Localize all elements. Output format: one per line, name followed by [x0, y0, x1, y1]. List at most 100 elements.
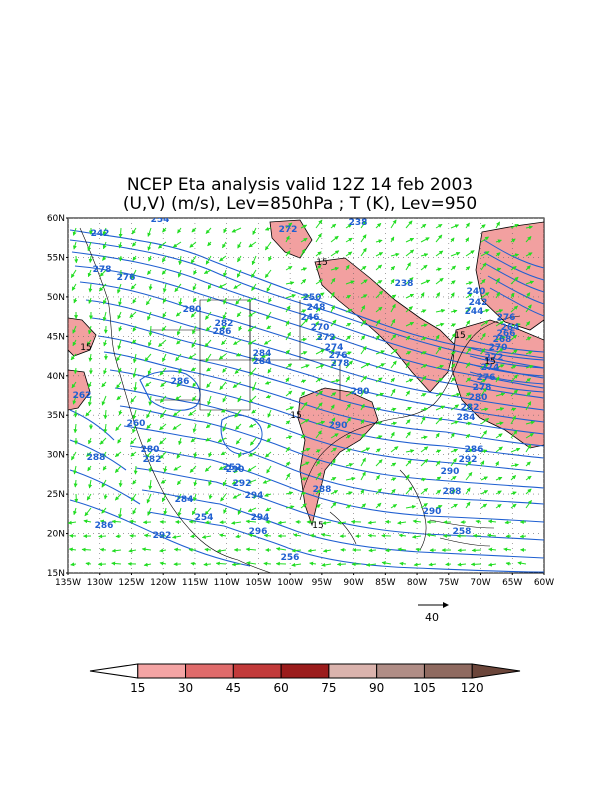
- wind-vector: [330, 502, 337, 509]
- wind-vector: [99, 519, 107, 524]
- wind-vector: [360, 294, 368, 299]
- wind-vector: [450, 292, 455, 299]
- wind-vector: [300, 364, 310, 369]
- wind-vector: [253, 493, 258, 500]
- wind-vector: [285, 406, 295, 411]
- wind-vector: [114, 493, 122, 501]
- wind-vector: [266, 325, 272, 330]
- wind-vector: [291, 548, 302, 553]
- wind-vector: [495, 291, 501, 299]
- wind-vector: [130, 395, 137, 403]
- wind-vector: [450, 448, 459, 453]
- wind-vector: [173, 465, 182, 471]
- wind-vector: [146, 409, 152, 419]
- wind-vector: [321, 562, 332, 567]
- latitude-label: 45N: [47, 332, 65, 342]
- wind-vector: [176, 325, 182, 336]
- wind-vector: [505, 561, 512, 566]
- wind-vector: [205, 325, 212, 332]
- wind-vector: [345, 376, 351, 383]
- wind-vector: [172, 241, 182, 248]
- wind-vector: [330, 404, 335, 411]
- wind-vector: [360, 279, 368, 285]
- wind-vector: [300, 248, 306, 257]
- wind-vector: [525, 292, 531, 299]
- shade-west-coast-south: [68, 369, 91, 411]
- wind-vector: [525, 443, 532, 453]
- longitude-label: 130W: [87, 578, 113, 588]
- wind-vector: [218, 353, 227, 360]
- wind-vector: [163, 465, 168, 473]
- wind-vector: [450, 489, 456, 495]
- wind-vector: [268, 255, 272, 262]
- wind-vector: [300, 503, 307, 509]
- wind-vector: [248, 451, 257, 457]
- wind-vector: [510, 292, 515, 299]
- wind-vector: [103, 409, 108, 420]
- wind-vector: [420, 393, 427, 397]
- wind-vector: [315, 321, 319, 327]
- wind-vector: [300, 418, 310, 425]
- wind-vector: [510, 389, 519, 397]
- wind-vector: [450, 363, 456, 369]
- wind-vector: [315, 364, 325, 369]
- wind-vector: [81, 547, 92, 552]
- wind-vector: [103, 423, 108, 434]
- wind-vector: [86, 339, 92, 346]
- wind-vector: [188, 409, 197, 416]
- wind-vector: [435, 449, 442, 454]
- wind-vector: [146, 437, 152, 443]
- temperature-contour-label: 248: [307, 303, 326, 313]
- wind-vector: [465, 471, 473, 481]
- wind-vector: [300, 267, 308, 272]
- wind-vector: [345, 308, 353, 313]
- wind-vector: [390, 407, 397, 412]
- wind-vector: [231, 227, 242, 233]
- wind-vector: [465, 392, 471, 397]
- longitude-label: 85W: [375, 578, 395, 588]
- wind-vector: [191, 507, 197, 516]
- wind-vector: [405, 449, 415, 454]
- wind-vector: [265, 394, 272, 399]
- wind-vector: [98, 283, 107, 292]
- wind-vector: [285, 390, 293, 397]
- wind-vector: [495, 433, 503, 439]
- wind-vector: [405, 220, 413, 229]
- wind-vector: [465, 334, 472, 341]
- wind-vector: [238, 325, 243, 332]
- temperature-contour-label: 260: [127, 419, 146, 429]
- wind-vector: [420, 237, 430, 243]
- wind-vector: [131, 241, 137, 247]
- wind-vector: [265, 451, 272, 458]
- wind-vector: [143, 533, 152, 538]
- wind-vector: [128, 548, 137, 553]
- wind-vector: [330, 360, 337, 369]
- wind-vector: [375, 363, 386, 369]
- wind-vector: [207, 409, 212, 418]
- wind-vector: [375, 264, 383, 271]
- temperature-contour-label: 290: [226, 465, 245, 475]
- temperature-contour-label: 292: [459, 455, 478, 465]
- wind-vector: [248, 533, 257, 538]
- wind-vector: [73, 409, 78, 418]
- wind-vector: [285, 235, 290, 243]
- wind-vector: [375, 459, 383, 467]
- wind-vector: [159, 548, 167, 553]
- wind-vector: [300, 447, 311, 453]
- colorbar-segment: [232, 663, 282, 679]
- wind-vector: [222, 241, 227, 249]
- longitude-label: 100W: [277, 578, 303, 588]
- wind-vector: [231, 562, 242, 567]
- wind-vector: [163, 507, 168, 516]
- wind-vector: [111, 519, 122, 524]
- longitude-label: 90W: [343, 578, 363, 588]
- wind-vector: [285, 377, 290, 383]
- wind-vector: [360, 457, 366, 467]
- temperature-contour-label: 294: [251, 513, 270, 523]
- wind-vector: [72, 241, 77, 250]
- wind-vector: [207, 395, 212, 406]
- wind-vector: [510, 365, 517, 369]
- wind-vector: [345, 417, 352, 425]
- wind-vector: [480, 278, 486, 285]
